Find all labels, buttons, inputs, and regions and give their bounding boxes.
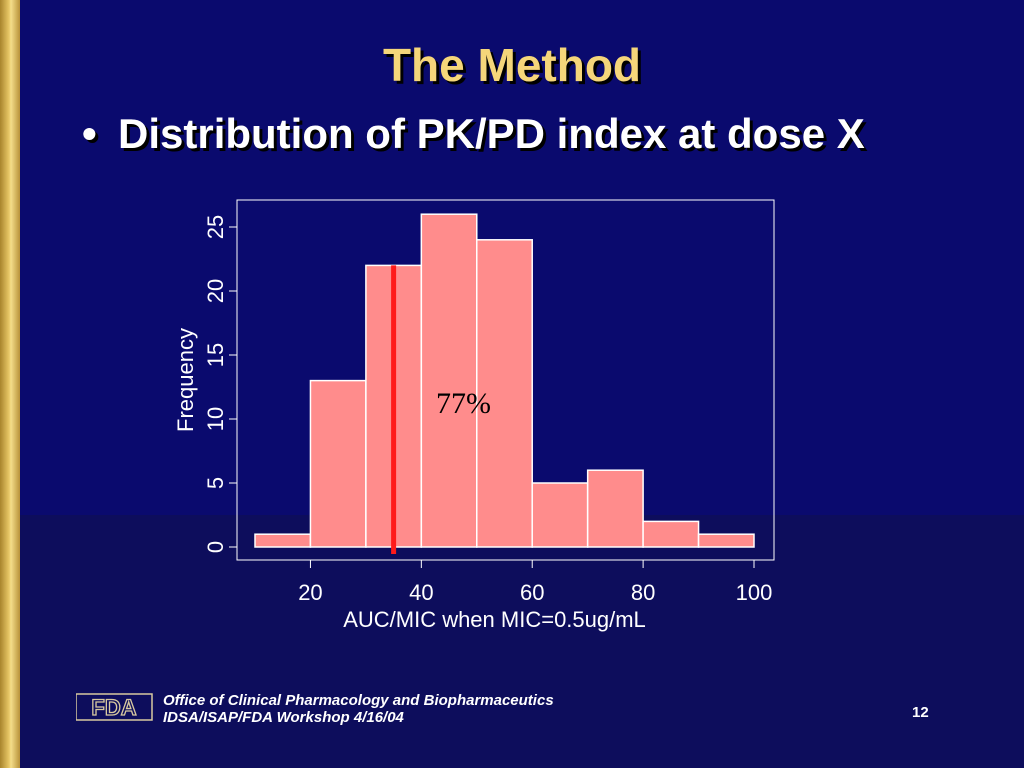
histogram-bar xyxy=(420,213,478,548)
page-number: 12 xyxy=(912,704,929,721)
background-lower xyxy=(0,515,1024,768)
gold-side-bar xyxy=(0,0,20,768)
y-tick-label: 10 xyxy=(203,407,228,431)
histogram-bar xyxy=(697,533,755,548)
slide-title: The Method xyxy=(382,39,642,91)
footer: Office of Clinical Pharmacology and Biop… xyxy=(163,692,554,726)
y-tick-label: 25 xyxy=(203,215,228,239)
bullet-item: • Distribution of PK/PD index at dose X xyxy=(82,110,865,158)
histogram-bar xyxy=(309,379,367,548)
plot-area xyxy=(236,199,775,561)
y-tick-label: 15 xyxy=(203,343,228,367)
x-tick-label: 20 xyxy=(298,580,322,605)
y-tick-label: 5 xyxy=(203,477,228,489)
histogram-bar xyxy=(642,520,700,548)
x-axis-label: AUC/MIC when MIC=0.5ug/mL xyxy=(343,607,646,632)
y-tick-label: 0 xyxy=(203,541,228,553)
x-tick-label: 100 xyxy=(736,580,773,605)
histogram-bar xyxy=(531,482,589,548)
y-axis-label: Frequency xyxy=(173,328,198,432)
bullet-text: Distribution of PK/PD index at dose X xyxy=(118,110,865,157)
x-tick-label: 60 xyxy=(520,580,544,605)
histogram-bar xyxy=(476,239,533,548)
bullet-dot-icon: • xyxy=(82,110,97,157)
svg-text:FDA: FDA xyxy=(91,695,136,720)
y-axis: 0 5 10 15 20 25 xyxy=(203,215,237,553)
fda-logo: FDA xyxy=(76,693,153,721)
x-tick-label: 80 xyxy=(631,580,655,605)
footer-line-2: IDSA/ISAP/FDA Workshop 4/16/04 xyxy=(163,709,404,726)
footer-line-1: Office of Clinical Pharmacology and Biop… xyxy=(163,692,554,709)
bars-group xyxy=(254,213,755,548)
percentage-annotation: 77% xyxy=(436,387,491,420)
x-tick-label: 40 xyxy=(409,580,433,605)
x-axis: 20 40 60 80 100 xyxy=(298,560,772,605)
y-tick-label: 20 xyxy=(203,279,228,303)
histogram-bar xyxy=(586,469,644,548)
histogram-bar xyxy=(254,533,312,548)
